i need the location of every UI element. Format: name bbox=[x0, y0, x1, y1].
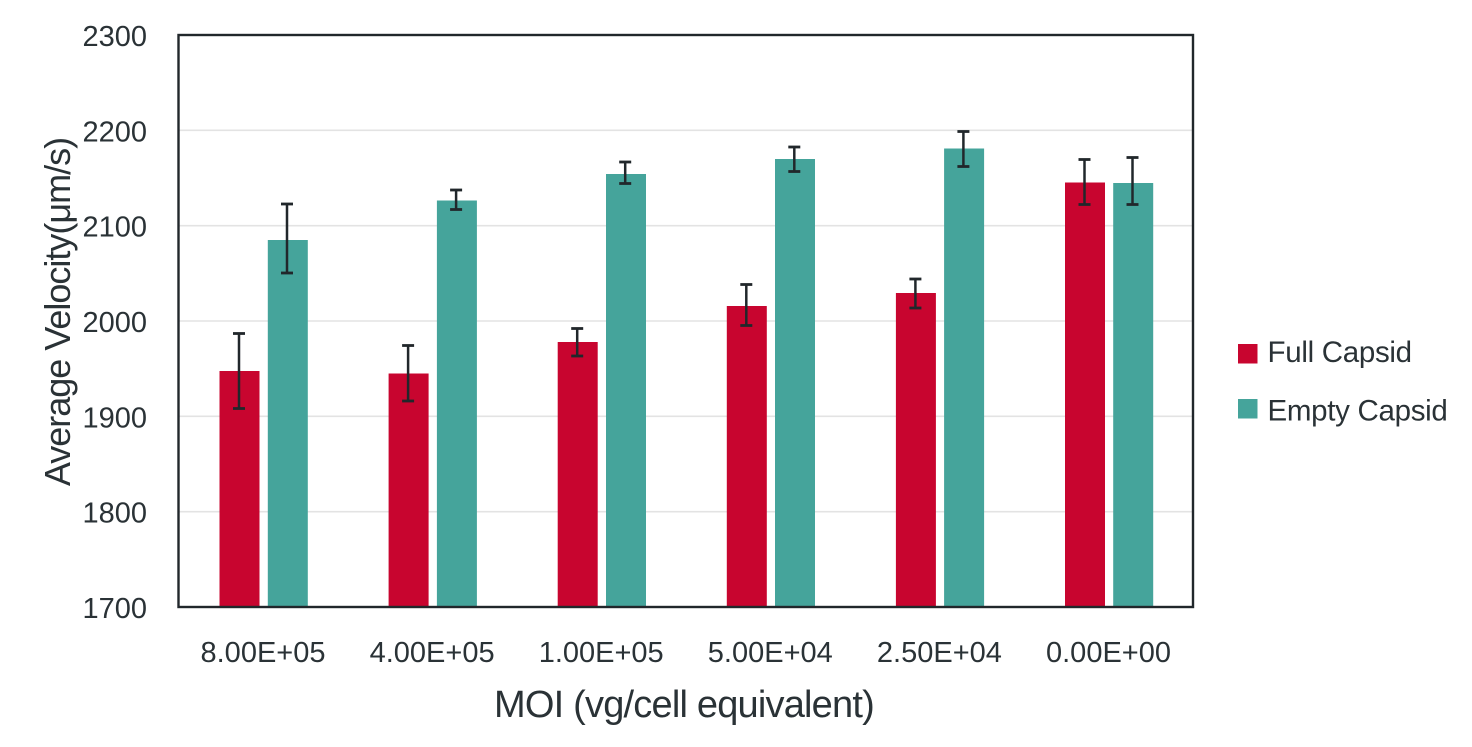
svg-text:Empty Capsid: Empty Capsid bbox=[1268, 395, 1448, 428]
svg-text:2000: 2000 bbox=[82, 307, 147, 339]
svg-text:5.00E+04: 5.00E+04 bbox=[708, 637, 833, 669]
svg-text:Full Capsid: Full Capsid bbox=[1268, 336, 1412, 369]
svg-text:2200: 2200 bbox=[82, 116, 147, 148]
svg-text:Average Velocity(μm/s): Average Velocity(μm/s) bbox=[37, 138, 78, 486]
svg-text:2.50E+04: 2.50E+04 bbox=[877, 637, 1002, 669]
svg-text:MOI (vg/cell equivalent): MOI (vg/cell equivalent) bbox=[494, 684, 874, 726]
svg-text:1800: 1800 bbox=[82, 498, 147, 530]
svg-text:2300: 2300 bbox=[82, 21, 147, 53]
svg-text:1900: 1900 bbox=[82, 402, 147, 434]
svg-text:4.00E+05: 4.00E+05 bbox=[370, 637, 495, 669]
svg-text:1.00E+05: 1.00E+05 bbox=[539, 637, 664, 669]
svg-text:0.00E+00: 0.00E+00 bbox=[1046, 637, 1171, 669]
svg-text:2100: 2100 bbox=[82, 212, 147, 244]
svg-text:8.00E+05: 8.00E+05 bbox=[201, 637, 326, 669]
svg-text:1700: 1700 bbox=[82, 593, 147, 625]
